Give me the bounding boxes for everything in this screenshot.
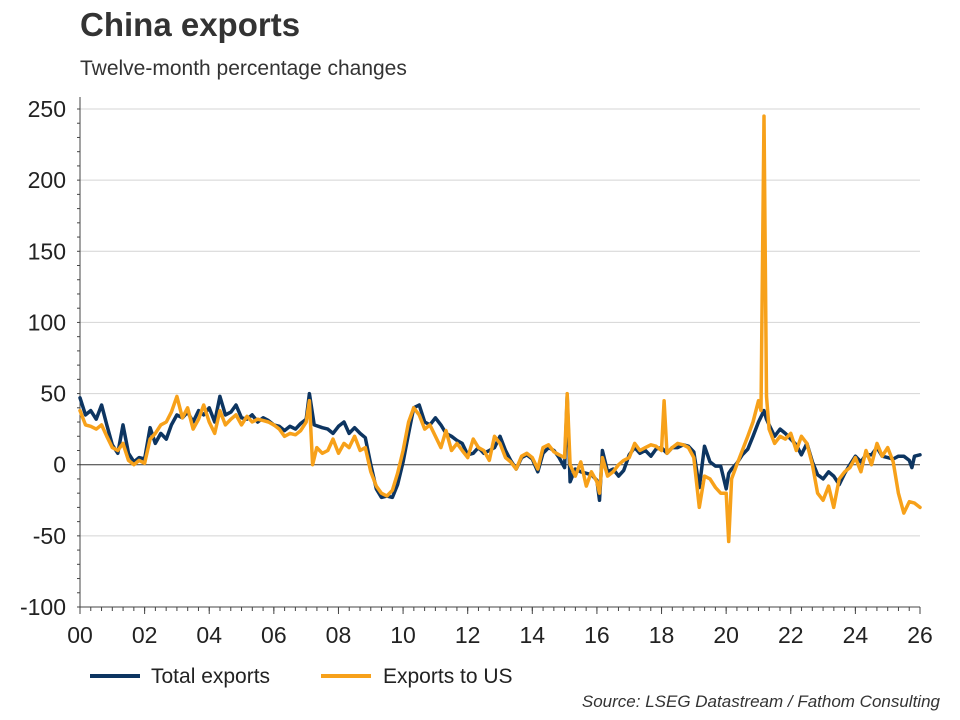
y-tick-label: -100 (20, 594, 66, 620)
y-tick-label: 100 (28, 309, 66, 335)
y-tick-label: 150 (28, 238, 66, 264)
y-tick-label: 250 (28, 96, 66, 122)
x-tick-label: 24 (843, 622, 869, 648)
chart-title: China exports (80, 6, 301, 43)
x-tick-label: 00 (67, 622, 93, 648)
y-tick-label: 0 (53, 452, 66, 478)
grid-lines (80, 108, 920, 537)
source-note: Source: LSEG Datastream / Fathom Consult… (581, 692, 940, 711)
x-tick-label: 26 (907, 622, 933, 648)
series-lines (78, 114, 922, 544)
y-tick-label: 50 (40, 381, 66, 407)
x-tick-label: 08 (326, 622, 352, 648)
x-tick-label: 18 (649, 622, 675, 648)
x-tick-label: 12 (455, 622, 481, 648)
legend: Total exports Exports to US (90, 665, 513, 688)
chart-subtitle: Twelve-month percentage changes (80, 57, 407, 80)
y-tick-label: -50 (33, 523, 66, 549)
x-tick-label: 06 (261, 622, 287, 648)
x-tick-label: 04 (196, 622, 222, 648)
y-tick-label: 200 (28, 167, 66, 193)
x-tick-label: 10 (390, 622, 416, 648)
legend-label-exports-to-us: Exports to US (383, 665, 513, 688)
x-tick-label: 20 (713, 622, 739, 648)
x-tick-label: 22 (778, 622, 804, 648)
x-tick-label: 14 (520, 622, 546, 648)
series-line-exports-to-us (78, 114, 922, 544)
legend-label-total-exports: Total exports (151, 665, 270, 688)
x-tick-label: 16 (584, 622, 610, 648)
x-tick-label: 02 (132, 622, 158, 648)
